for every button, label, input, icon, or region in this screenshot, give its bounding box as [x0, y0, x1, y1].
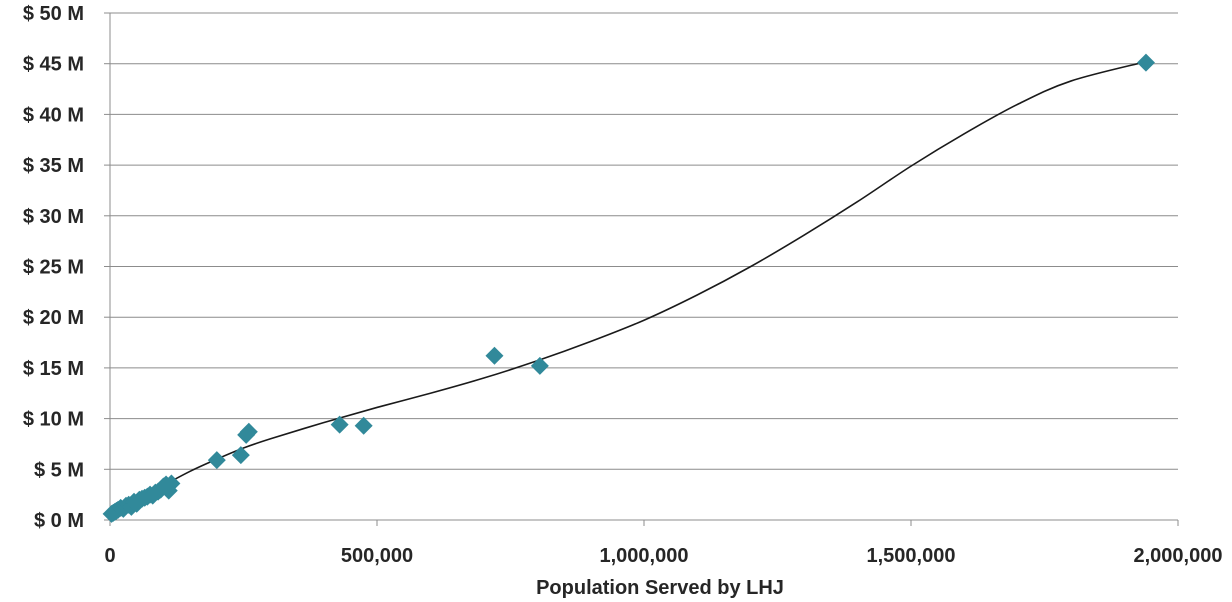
y-tick-label: $ 25 M: [23, 257, 84, 279]
x-tick-label: 2,000,000: [1134, 545, 1223, 567]
y-tick-label: $ 0 M: [34, 510, 84, 532]
x-tick-label: 500,000: [341, 545, 413, 567]
data-point: [485, 346, 504, 365]
gridlines: [110, 12, 1178, 470]
y-tick-label: $ 20 M: [23, 307, 84, 329]
x-axis-title: Population Served by LHJ: [536, 577, 784, 599]
trendline-group: [109, 60, 1147, 519]
axes: [104, 12, 1179, 526]
data-point: [231, 446, 250, 465]
x-tick-label: 1,500,000: [867, 545, 956, 567]
trendline: [109, 60, 1147, 519]
y-tick-label: $ 15 M: [23, 358, 84, 380]
data-point: [162, 474, 181, 493]
x-tick-labels: 0 500,000 1,000,000 1,500,000 2,000,000: [104, 545, 1222, 567]
data-point: [207, 451, 226, 470]
data-point: [354, 416, 373, 435]
y-tick-labels: $ 0 M $ 5 M $ 10 M $ 15 M $ 20 M $ 25 M $ 30 M…: [23, 3, 84, 532]
y-tick-label: $ 45 M: [23, 54, 84, 76]
data-points: [102, 53, 1155, 523]
y-tick-label: $ 5 M: [34, 459, 84, 481]
y-tick-label: $ 50 M: [23, 3, 84, 25]
data-point: [330, 415, 349, 434]
y-tick-label: $ 35 M: [23, 155, 84, 177]
data-point: [1136, 53, 1155, 72]
y-tick-label: $ 10 M: [23, 409, 84, 431]
x-tick-label: 1,000,000: [600, 545, 689, 567]
x-tick-label: 0: [104, 545, 115, 567]
y-tick-label: $ 30 M: [23, 206, 84, 228]
data-point: [530, 356, 549, 375]
y-tick-label: $ 40 M: [23, 104, 84, 126]
data-point: [239, 422, 258, 441]
